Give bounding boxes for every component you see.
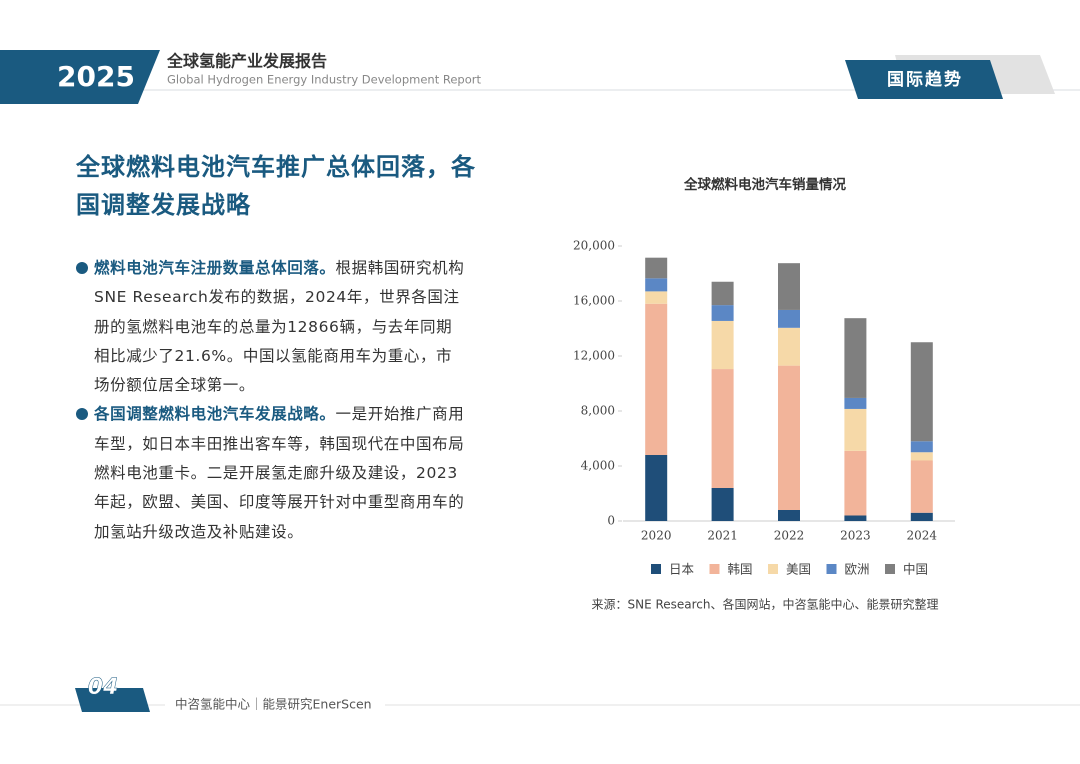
bar-segment (910, 441, 933, 453)
chart: 全球燃料电池汽车销量情况 0 4,000 8,000 12,000 16,000 20,00… (573, 176, 955, 612)
bar-segment (844, 515, 867, 521)
page-tab (75, 688, 150, 712)
y-tick-label: 12,000 (573, 349, 615, 363)
x-tick-label: 2021 (707, 529, 738, 543)
bar-segment (711, 369, 734, 488)
y-tick-label: 16,000 (573, 294, 615, 308)
legend-label: 韩国 (728, 562, 753, 577)
footer-text: 中咨氢能中心｜能景研究EnerScen (175, 697, 372, 712)
bar-segment (910, 452, 933, 461)
legend-swatch (768, 564, 778, 574)
y-tick-label: 4,000 (581, 459, 615, 473)
bar-segment (844, 450, 867, 516)
bullet: 各国调整燃料电池汽车发展战略。一是开始推广商用车型，如日本丰田推出客车等，韩国现… (76, 400, 468, 546)
bar-segment (844, 408, 867, 451)
bar-segment (711, 488, 734, 521)
bar-segment (645, 303, 668, 455)
legend-label: 中国 (903, 562, 928, 577)
bar-segment (711, 281, 734, 306)
bar-segment (910, 342, 933, 442)
section-label: 国际趋势 (887, 69, 963, 90)
heading: 全球燃料电池汽车推广总体回落，各国调整发展战略 (76, 153, 476, 219)
bar-segment (711, 320, 734, 370)
legend-label: 日本 (669, 562, 695, 577)
bar-segment (778, 365, 800, 510)
bar-segment (778, 510, 800, 521)
y-tick-label: 20,000 (573, 239, 615, 253)
bar-segment (711, 305, 734, 321)
legend-label: 美国 (786, 562, 811, 577)
bullet-text: 根据韩国研究机构SNE Research发布的数据，2024年，世界各国注册的氢… (94, 259, 465, 395)
bullet: 燃料电池汽车注册数量总体回落。根据韩国研究机构SNE Research发布的数据… (76, 254, 468, 400)
bullet-lead: 燃料电池汽车注册数量总体回落。 (94, 259, 336, 277)
report-subtitle: Global Hydrogen Energy Industry Developm… (167, 73, 481, 87)
bar-segment (778, 263, 800, 310)
bar-segment (778, 309, 800, 328)
y-tick-label: 8,000 (581, 404, 615, 418)
legend-swatch (885, 564, 895, 574)
x-tick-label: 2024 (907, 529, 938, 543)
bullet-list: 燃料电池汽车注册数量总体回落。根据韩国研究机构SNE Research发布的数据… (76, 254, 468, 547)
bullet-text: 一是开始推广商用车型，如日本丰田推出客车等，韩国现代在中国布局燃料电池重卡。二是… (94, 405, 465, 541)
bar-segment (844, 397, 867, 409)
bar-segment (645, 455, 668, 521)
legend-swatch (709, 564, 720, 574)
bar-segment (645, 257, 668, 279)
year: 2025 (57, 60, 135, 93)
bar-segment (778, 327, 800, 366)
page-number: 04 (88, 675, 119, 700)
x-tick-label: 2023 (840, 529, 871, 543)
bar-segment (645, 291, 668, 304)
x-tick-label: 2020 (641, 529, 672, 543)
legend-swatch (651, 564, 661, 574)
year-band (0, 50, 160, 104)
bar-segment (844, 318, 867, 398)
footer-gap (165, 696, 385, 714)
bar-segment (645, 278, 668, 292)
bar-segment (910, 460, 933, 513)
legend-label: 欧洲 (845, 562, 870, 577)
x-tick-label: 2022 (774, 529, 805, 543)
legend-swatch (826, 564, 837, 574)
chart-source: 来源：SNE Research、各国网站，中咨氢能中心、能景研究整理 (591, 597, 938, 612)
chart-title: 全球燃料电池汽车销量情况 (683, 176, 846, 193)
section-tab (845, 60, 1003, 99)
report-title: 全球氢能产业发展报告 (166, 52, 327, 71)
y-tick-label: 0 (607, 514, 615, 528)
bar-segment (910, 512, 933, 521)
bullet-lead: 各国调整燃料电池汽车发展战略。 (94, 405, 336, 424)
